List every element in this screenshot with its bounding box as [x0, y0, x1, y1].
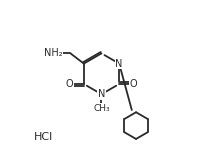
Text: NH₂: NH₂ — [44, 48, 62, 58]
Text: O: O — [129, 79, 137, 89]
Text: N: N — [115, 59, 122, 69]
Text: N: N — [97, 89, 105, 99]
Text: O: O — [65, 79, 73, 89]
Text: HCl: HCl — [34, 132, 53, 142]
Text: CH₃: CH₃ — [93, 104, 109, 113]
